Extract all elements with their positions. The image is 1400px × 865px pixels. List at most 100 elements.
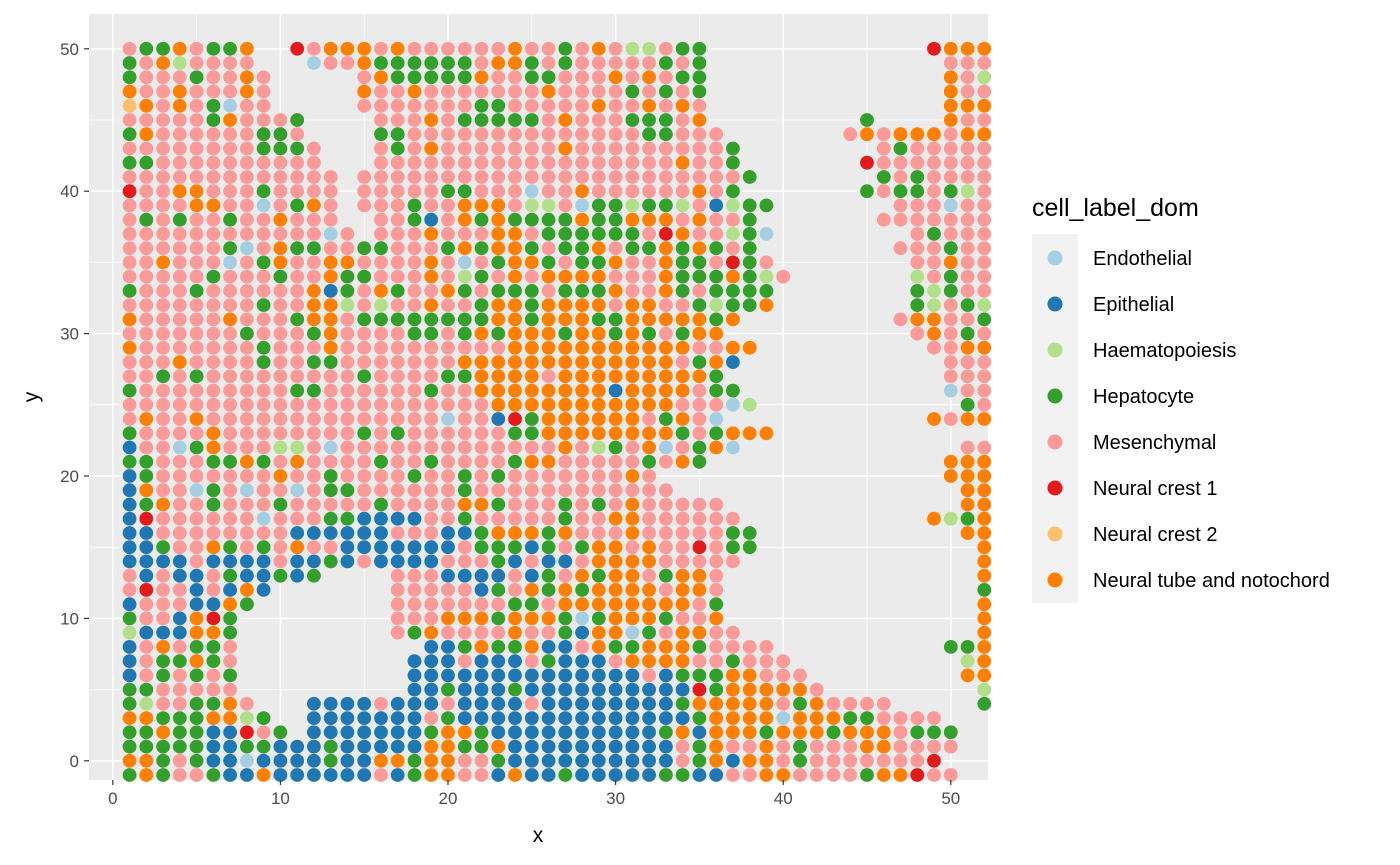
point-neural-tube-and-notochord xyxy=(625,568,640,583)
point-mesenchymal xyxy=(977,170,992,184)
point-neural-tube-and-notochord xyxy=(776,725,791,740)
point-endothelial xyxy=(323,440,338,455)
point-epithelial xyxy=(709,768,724,782)
point-hepatocyte xyxy=(290,113,305,127)
point-neural-tube-and-notochord xyxy=(172,41,187,56)
point-mesenchymal xyxy=(206,312,221,327)
point-epithelial xyxy=(591,753,606,768)
point-mesenchymal xyxy=(675,440,690,455)
point-neural-tube-and-notochord xyxy=(608,397,623,412)
point-neural-tube-and-notochord xyxy=(323,255,338,270)
point-mesenchymal xyxy=(374,483,388,498)
point-epithelial xyxy=(223,554,238,569)
point-neural-tube-and-notochord xyxy=(491,355,506,369)
point-neural-tube-and-notochord xyxy=(642,355,656,369)
point-mesenchymal xyxy=(441,127,455,142)
point-mesenchymal xyxy=(424,497,439,512)
point-neural-tube-and-notochord xyxy=(340,41,355,56)
point-hepatocyte xyxy=(524,70,539,85)
point-mesenchymal xyxy=(323,426,338,441)
point-hepatocyte xyxy=(575,227,589,241)
point-mesenchymal xyxy=(541,41,556,56)
point-mesenchymal xyxy=(776,269,791,284)
point-mesenchymal xyxy=(139,355,154,369)
point-mesenchymal xyxy=(172,170,187,184)
point-epithelial xyxy=(726,753,740,768)
point-mesenchymal xyxy=(558,127,573,142)
point-neural-tube-and-notochord xyxy=(508,298,522,312)
point-hepatocyte xyxy=(156,668,171,683)
point-neural-tube-and-notochord xyxy=(122,753,137,768)
point-neural-tube-and-notochord xyxy=(608,583,623,597)
point-mesenchymal xyxy=(357,255,372,270)
point-mesenchymal xyxy=(156,469,171,483)
point-hepatocyte xyxy=(407,56,422,70)
point-mesenchymal xyxy=(156,597,171,612)
point-mesenchymal xyxy=(457,41,472,56)
point-neural-tube-and-notochord xyxy=(474,369,489,384)
point-neural-tube-and-notochord xyxy=(943,84,958,99)
point-mesenchymal xyxy=(172,70,187,85)
point-mesenchymal xyxy=(240,298,254,312)
point-hepatocyte xyxy=(591,568,606,583)
point-mesenchymal xyxy=(524,98,539,113)
point-neural-tube-and-notochord xyxy=(960,412,975,426)
point-epithelial xyxy=(524,768,539,782)
point-mesenchymal xyxy=(139,298,154,312)
point-mesenchymal xyxy=(206,84,221,99)
point-hepatocyte xyxy=(709,241,724,256)
point-mesenchymal xyxy=(659,454,673,469)
point-mesenchymal xyxy=(441,597,455,612)
point-neural-tube-and-notochord xyxy=(390,41,405,56)
point-epithelial xyxy=(424,640,439,654)
point-mesenchymal xyxy=(759,640,774,654)
point-mesenchymal xyxy=(122,255,137,270)
point-mesenchymal xyxy=(256,397,271,412)
point-mesenchymal xyxy=(256,312,271,327)
point-hepatocyte xyxy=(223,454,238,469)
point-mesenchymal xyxy=(307,255,321,270)
point-neural-tube-and-notochord xyxy=(659,355,673,369)
point-epithelial xyxy=(575,753,589,768)
point-mesenchymal xyxy=(424,98,439,113)
point-mesenchymal xyxy=(943,141,958,156)
point-hepatocyte xyxy=(659,56,673,70)
point-hepatocyte xyxy=(323,355,338,369)
point-mesenchymal xyxy=(860,753,874,768)
point-epithelial xyxy=(692,725,707,740)
point-mesenchymal xyxy=(742,654,757,668)
point-mesenchymal xyxy=(793,668,807,683)
point-mesenchymal xyxy=(189,98,204,113)
point-endothelial xyxy=(290,483,305,498)
point-mesenchymal xyxy=(692,597,707,612)
point-hepatocyte xyxy=(122,284,137,298)
point-mesenchymal xyxy=(273,554,288,569)
point-hepatocyte xyxy=(524,298,539,312)
point-neural-tube-and-notochord xyxy=(457,611,472,626)
point-mesenchymal xyxy=(172,269,187,284)
point-neural-tube-and-notochord xyxy=(927,412,941,426)
point-mesenchymal xyxy=(943,312,958,327)
point-mesenchymal xyxy=(273,312,288,327)
point-hepatocyte xyxy=(223,241,238,256)
point-mesenchymal xyxy=(172,640,187,654)
point-endothelial xyxy=(441,412,455,426)
point-hepatocyte xyxy=(675,255,690,270)
point-mesenchymal xyxy=(575,170,589,184)
point-mesenchymal xyxy=(139,184,154,199)
point-epithelial xyxy=(709,198,724,213)
point-mesenchymal xyxy=(390,369,405,384)
point-hepatocyte xyxy=(742,241,757,256)
point-haematopoiesis xyxy=(642,41,656,56)
point-mesenchymal xyxy=(558,469,573,483)
point-epithelial xyxy=(374,739,388,754)
point-mesenchymal xyxy=(374,469,388,483)
point-mesenchymal xyxy=(491,170,506,184)
point-epithelial xyxy=(491,711,506,725)
point-haematopoiesis xyxy=(726,227,740,241)
point-mesenchymal xyxy=(960,284,975,298)
point-neural-tube-and-notochord xyxy=(608,70,623,85)
y-tick-label: 50 xyxy=(60,40,79,59)
point-mesenchymal xyxy=(374,269,388,284)
point-mesenchymal xyxy=(558,70,573,85)
